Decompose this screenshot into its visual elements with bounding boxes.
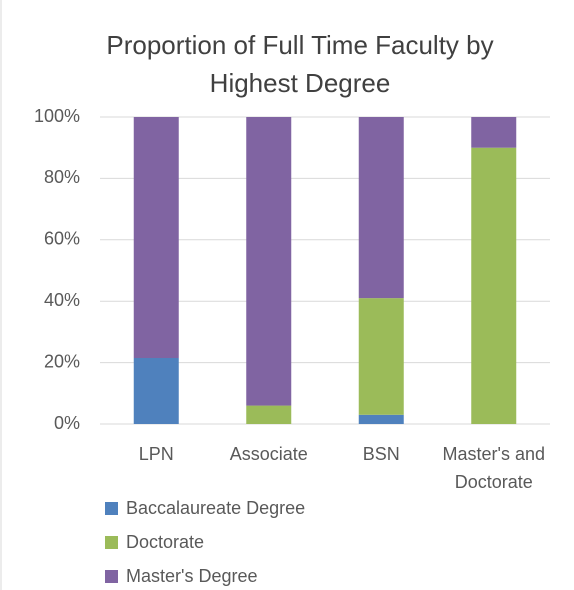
bar-segment: [246, 405, 292, 424]
y-tick-label: 100%: [34, 106, 80, 126]
legend-item: Doctorate: [105, 532, 204, 553]
bar-segment: [246, 117, 292, 406]
y-tick-label: 20%: [44, 351, 80, 371]
legend-label: Master's Degree: [126, 566, 258, 586]
legend-swatch: [105, 570, 118, 583]
x-tick-label: Associate: [229, 444, 308, 464]
x-tick-label: Master's and Doctorate: [442, 444, 545, 492]
bar-segment: [471, 147, 517, 424]
legend-item: Master's Degree: [105, 566, 257, 587]
legend-swatch: [105, 502, 118, 515]
y-tick-label: 60%: [44, 229, 80, 249]
bar-segment: [358, 117, 404, 299]
x-tick-label: LPN: [138, 444, 174, 464]
bar-segment: [133, 357, 179, 424]
bar-segment: [471, 117, 517, 148]
y-tick-label: 0%: [54, 413, 80, 433]
x-tick-label: BSN: [362, 444, 400, 464]
legend-swatch: [105, 536, 118, 549]
chart-title: Proportion of Full Time Faculty by Highe…: [106, 30, 494, 98]
y-tick-label: 40%: [44, 290, 80, 310]
legend-label: Doctorate: [126, 532, 205, 552]
y-tick-label: 80%: [44, 167, 80, 187]
bar-segment: [358, 298, 404, 415]
bar-segment: [358, 414, 404, 424]
legend-label: Baccalaureate Degree: [126, 498, 306, 518]
legend-item: Baccalaureate Degree: [105, 498, 305, 519]
bar-segment: [133, 117, 179, 358]
